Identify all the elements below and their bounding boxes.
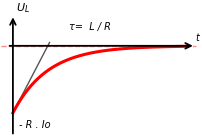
Text: - R . Io: - R . Io <box>19 120 51 130</box>
Text: $U_L$: $U_L$ <box>16 1 30 15</box>
Text: τ=  L / R: τ= L / R <box>69 22 111 32</box>
Text: t: t <box>196 33 200 43</box>
